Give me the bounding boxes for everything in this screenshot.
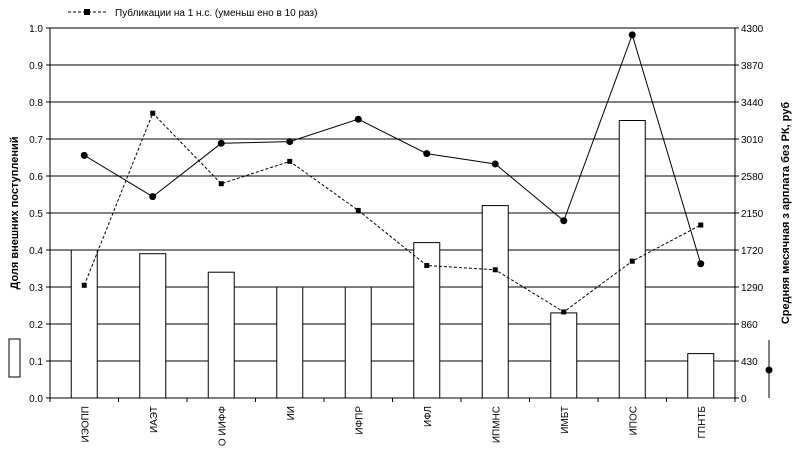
legend-marker	[84, 9, 90, 15]
x-tick-label: ИПОС	[628, 406, 639, 435]
bars-series	[70, 120, 715, 399]
left-axis-ticks: 0.0 0.1 0.2 0.3 0.4 0.5 0.6 0.7 0.8 0.9 1.0	[29, 24, 50, 405]
x-axis-ticks: ИЭОПП ИАЭТ О ИИФФ ИИ ИФПР ИФЛ ИПМНС ИМБТ ИПОС ГПН…	[49, 398, 736, 447]
salary-line	[83, 33, 702, 264]
bar	[344, 286, 372, 399]
salary-point	[560, 217, 568, 225]
left-tick-label: 0.5	[29, 209, 43, 220]
bar	[481, 205, 509, 399]
left-tick-label: 0.3	[29, 283, 43, 294]
left-tick-label: 0.8	[29, 98, 43, 109]
publications-point	[81, 282, 87, 288]
bar	[276, 286, 304, 399]
salary-point	[354, 115, 362, 123]
right-tick-label: 1290	[741, 283, 764, 294]
publications-point	[287, 158, 293, 164]
bar-legend-key	[8, 338, 21, 378]
x-tick-label: ИИ	[286, 406, 297, 420]
right-axis-ticks: 0 430 860 1290 1720 2150 2580 3010 3440 3870 4300	[735, 24, 764, 405]
right-tick-label: 430	[741, 357, 758, 368]
bar	[413, 242, 441, 399]
left-tick-label: 0.4	[29, 246, 43, 257]
right-tick-label: 1720	[741, 246, 764, 257]
left-tick-label: 0.7	[29, 135, 43, 146]
line-legend-key	[765, 340, 773, 398]
publications-point	[424, 262, 430, 268]
publications-point	[629, 258, 635, 264]
line-series	[80, 31, 705, 315]
right-tick-label: 4300	[741, 24, 764, 35]
salary-point	[628, 31, 636, 39]
left-tick-label: 0.2	[29, 320, 43, 331]
salary-point	[286, 138, 294, 146]
left-tick-label: 0.1	[29, 357, 43, 368]
legend-label: Публикации на 1 н.с. (уменьш ено в 10 ра…	[115, 7, 317, 19]
right-tick-label: 3870	[741, 61, 764, 72]
x-tick-label: ИАЭТ	[149, 406, 160, 433]
right-tick-label: 3010	[741, 135, 764, 146]
publications-point	[698, 222, 704, 228]
publications-point	[150, 110, 156, 116]
left-axis-title: Доля внешних поступлений	[9, 136, 21, 289]
x-tick-label: ИПМНС	[491, 406, 502, 443]
x-tick-label: ИФПР	[354, 406, 365, 435]
publications-point	[561, 309, 567, 315]
bar	[207, 271, 235, 399]
x-tick-label: ИМБТ	[560, 406, 571, 434]
salary-point	[80, 151, 88, 159]
left-tick-label: 0.0	[29, 394, 43, 405]
right-tick-label: 2580	[741, 172, 764, 183]
publications-point	[492, 267, 498, 273]
salary-point	[697, 260, 705, 268]
salary-point	[491, 160, 499, 168]
bar	[139, 253, 167, 399]
right-axis-title: Средняя месячная з арплата без РК, руб	[780, 102, 792, 325]
right-tick-label: 0	[741, 394, 747, 405]
salary-point	[217, 139, 225, 147]
left-tick-label: 1.0	[29, 24, 43, 35]
publications-point	[355, 207, 361, 213]
right-tick-label: 860	[741, 320, 758, 331]
legend: Публикации на 1 н.с. (уменьш ено в 10 ра…	[68, 7, 317, 19]
x-tick-label: ИФЛ	[423, 406, 434, 427]
salary-point	[149, 193, 157, 201]
left-tick-label: 0.6	[29, 172, 43, 183]
x-tick-label: ГПНТБ	[697, 406, 708, 439]
right-tick-label: 3440	[741, 98, 764, 109]
x-tick-label: О ИИФФ	[217, 406, 228, 447]
salary-point	[423, 150, 431, 158]
left-tick-label: 0.9	[29, 61, 43, 72]
bar	[550, 312, 578, 399]
right-tick-label: 2150	[741, 209, 764, 220]
x-tick-label: ИЭОПП	[80, 406, 91, 443]
publications-point	[218, 181, 224, 187]
bar	[687, 353, 715, 399]
bar	[70, 249, 98, 399]
